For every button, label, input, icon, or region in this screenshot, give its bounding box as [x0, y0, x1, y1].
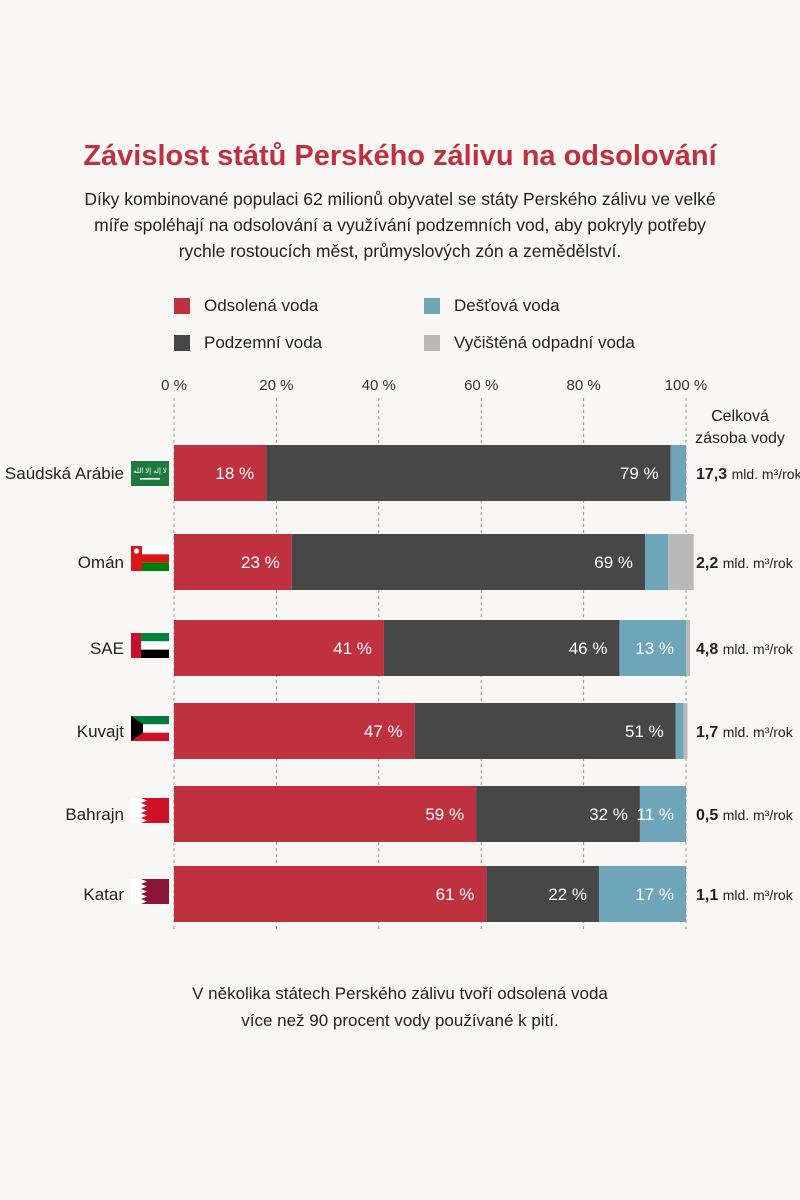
total-supply-unit-4: mld. m³/rok [723, 724, 794, 740]
bar-label-5-series-1: 59 % [425, 805, 464, 824]
total-supply-5: 0,5 mld. m³/rok [696, 807, 794, 824]
subtitle-line-2: míře spoléhají na odsolování a využívání… [94, 215, 706, 235]
bar-1-series-3 [670, 445, 686, 501]
svg-text:لا إله إلا الله: لا إله إلا الله [133, 468, 167, 475]
flag-qatar-icon [131, 879, 169, 904]
bar-label-3-series-2: 46 % [569, 639, 608, 658]
bar-6-series-3 [598, 866, 686, 922]
flag-uae-icon [131, 633, 169, 658]
chart-subtitle: Díky kombinované populaci 62 milionů oby… [40, 186, 760, 264]
bar-2-series-1 [174, 534, 292, 590]
bar-1-series-2 [266, 445, 671, 501]
x-tick-label-20: 20 % [259, 377, 293, 394]
total-supply-value-6: 1,1 [696, 887, 723, 904]
bar-4-series-4 [683, 703, 688, 759]
legend-label-desalinated: Odsolená voda [204, 296, 319, 315]
bar-label-2-series-1: 23 % [241, 553, 280, 572]
bar-3-series-2 [383, 620, 620, 676]
bar-4-series-2 [414, 703, 676, 759]
bar-2-series-3 [645, 534, 669, 590]
total-supply-value-5: 0,5 [696, 807, 723, 824]
bar-label-6-series-1: 61 % [436, 885, 475, 904]
total-supply-3: 4,8 mld. m³/rok [696, 641, 794, 658]
category-label-1: Saúdská Arábie [5, 464, 124, 483]
bar-3-series-3 [619, 620, 686, 676]
x-tick-label-60: 60 % [464, 377, 498, 394]
legend-item-treated-wastewater: Vyčištěná odpadní voda [424, 333, 635, 353]
legend-item-rainwater: Dešťová voda [424, 296, 560, 316]
flag-oman-icon [131, 546, 169, 571]
bar-2-series-2 [291, 534, 646, 590]
subtitle-line-1: Díky kombinované populaci 62 milionů oby… [84, 189, 716, 209]
total-supply-header-line-1: Celková [711, 408, 769, 425]
total-supply-header: Celková zásoba vody [690, 406, 790, 450]
category-label-3: SAE [90, 639, 124, 658]
bar-4-series-3 [675, 703, 684, 759]
bar-3-series-4 [686, 620, 691, 676]
chart-title: Závislost států Perského zálivu na odsol… [83, 140, 717, 172]
bar-label-5-series-3: 11 % [637, 805, 675, 824]
subtitle-line-3: rychle rostoucích měst, průmyslových zón… [178, 241, 622, 261]
bar-label-1-series-2: 79 % [620, 464, 659, 483]
total-supply-4: 1,7 mld. m³/rok [696, 724, 794, 741]
category-label-2: Omán [78, 553, 124, 572]
bar-1-series-1 [174, 445, 267, 501]
total-supply-1: 17,3 mld. m³/rok [696, 466, 800, 483]
legend-label-rainwater: Dešťová voda [454, 296, 560, 315]
total-supply-header-line-2: zásoba vody [695, 430, 785, 447]
bar-label-5-series-2: 32 % [589, 805, 628, 824]
flag-bahrain-icon [131, 798, 169, 823]
legend-item-desalinated: Odsolená voda [174, 296, 318, 316]
chart-footnote: V několika státech Perského zálivu tvoří… [60, 980, 740, 1034]
bar-label-1-series-1: 18 % [215, 464, 254, 483]
bar-label-6-series-2: 22 % [548, 885, 587, 904]
bar-6-series-1 [174, 866, 487, 922]
total-supply-unit-5: mld. m³/rok [723, 807, 794, 823]
category-label-6: Katar [83, 885, 124, 904]
x-tick-label-100: 100 % [665, 377, 708, 394]
bar-6-series-2 [486, 866, 599, 922]
total-supply-unit-6: mld. m³/rok [723, 887, 794, 903]
bar-3-series-1 [174, 620, 384, 676]
bar-label-4-series-2: 51 % [625, 722, 664, 741]
total-supply-2: 2,2 mld. m³/rok [696, 555, 794, 572]
legend-swatch-rainwater [424, 298, 440, 314]
x-tick-label-40: 40 % [362, 377, 396, 394]
x-tick-label-0: 0 % [161, 377, 187, 394]
footnote-line-2: více než 90 procent vody používané k pit… [241, 1011, 559, 1030]
bar-label-2-series-2: 69 % [594, 553, 633, 572]
bar-label-6-series-3: 17 % [635, 885, 674, 904]
bar-2-series-4 [668, 534, 694, 590]
footnote-line-1: V několika státech Perského zálivu tvoří… [192, 984, 608, 1003]
total-supply-unit-1: mld. m³/rok [732, 466, 800, 482]
bar-4-series-1 [174, 703, 415, 759]
total-supply-value-3: 4,8 [696, 641, 723, 658]
bar-label-3-series-1: 41 % [333, 639, 372, 658]
legend-label-treated-wastewater: Vyčištěná odpadní voda [454, 333, 635, 352]
x-tick-label-80: 80 % [566, 377, 600, 394]
category-label-4: Kuvajt [77, 722, 125, 741]
category-label-5: Bahrajn [65, 805, 124, 824]
legend-swatch-groundwater [174, 335, 190, 351]
bar-5-series-2 [476, 786, 640, 842]
bar-label-4-series-1: 47 % [364, 722, 403, 741]
total-supply-unit-2: mld. m³/rok [723, 555, 794, 571]
legend-label-groundwater: Podzemní voda [204, 333, 323, 352]
legend-swatch-desalinated [174, 298, 190, 314]
bar-5-series-3 [639, 786, 686, 842]
legend-item-groundwater: Podzemní voda [174, 333, 322, 353]
total-supply-6: 1,1 mld. m³/rok [696, 887, 794, 904]
flag-saudi-icon: لا إله إلا الله [131, 461, 169, 486]
total-supply-value-2: 2,2 [696, 555, 723, 572]
total-supply-unit-3: mld. m³/rok [723, 641, 794, 657]
flag-kuwait-icon [131, 716, 169, 741]
total-supply-value-1: 17,3 [696, 466, 732, 483]
bar-5-series-1 [174, 786, 477, 842]
total-supply-value-4: 1,7 [696, 724, 723, 741]
bar-label-3-series-3: 13 % [635, 639, 674, 658]
legend-swatch-treated-wastewater [424, 335, 440, 351]
